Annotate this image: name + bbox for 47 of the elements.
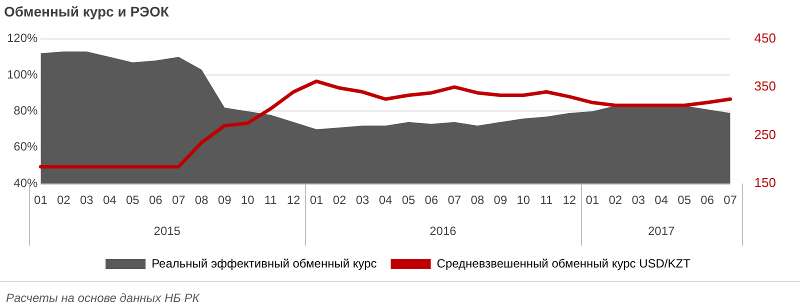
x-tick-label: 04 <box>378 193 392 208</box>
x-tick-label: 06 <box>424 193 438 208</box>
y2-tick-label: 450 <box>754 30 776 46</box>
y-tick-label: 100% <box>6 67 38 82</box>
x-tick-label: 08 <box>470 193 484 208</box>
x-tick-label: 12 <box>286 193 301 208</box>
x-tick-label: 01 <box>310 193 324 208</box>
x-tick-label: 01 <box>586 193 600 208</box>
chart-title: Обменный курс и РЭОК <box>4 3 170 20</box>
x-tick-label: 10 <box>516 193 530 208</box>
x-tick-label: 04 <box>102 193 117 208</box>
y-tick-label: 40% <box>14 176 38 190</box>
x-tick-label: 11 <box>540 193 553 208</box>
x-tick-label: 12 <box>562 193 576 208</box>
y2-tick-label: 150 <box>754 175 776 190</box>
x-tick-label: 09 <box>494 193 508 208</box>
x-tick-label: 07 <box>724 193 738 208</box>
text: Расчеты на основе данных НБ РК <box>6 291 200 305</box>
x-tick-label: 05 <box>402 193 416 208</box>
x-tick-label: 02 <box>332 193 347 208</box>
x-tick-label: 03 <box>632 193 646 208</box>
x-tick-label: 07 <box>448 193 462 208</box>
legend-label: Реальный эффективный обменный курс <box>152 256 377 270</box>
x-tick-label: 09 <box>218 193 232 208</box>
x-tick-label: 02 <box>57 193 71 208</box>
x-tick-label: 03 <box>356 193 370 208</box>
x-tick-label: 10 <box>240 193 255 208</box>
y2-tick-label: 350 <box>754 78 776 94</box>
y2-tick-label: 250 <box>754 126 776 142</box>
y-tick-label: 120% <box>6 31 38 46</box>
x-tick-label: 08 <box>194 193 209 208</box>
x-tick-label: 01 <box>34 193 48 208</box>
x-tick-label: 02 <box>608 193 622 208</box>
text: 2016 <box>430 224 457 238</box>
x-tick-label: 05 <box>678 193 692 208</box>
y-tick-label: 60% <box>14 140 38 154</box>
y-tick-label: 80% <box>14 104 38 118</box>
x-tick-label: 07 <box>172 193 186 208</box>
x-tick-label: 06 <box>148 193 163 208</box>
x-tick-label: 06 <box>700 193 714 208</box>
text: 2017 <box>648 224 676 238</box>
legend-label: Средневзвешенный обменный курс USD/KZT <box>436 256 692 270</box>
x-tick-label: 05 <box>126 193 140 208</box>
x-tick-label: 03 <box>80 193 94 208</box>
x-tick-label: 04 <box>654 193 668 208</box>
x-tick-label: 11 <box>264 193 278 208</box>
text: 2015 <box>154 224 181 238</box>
